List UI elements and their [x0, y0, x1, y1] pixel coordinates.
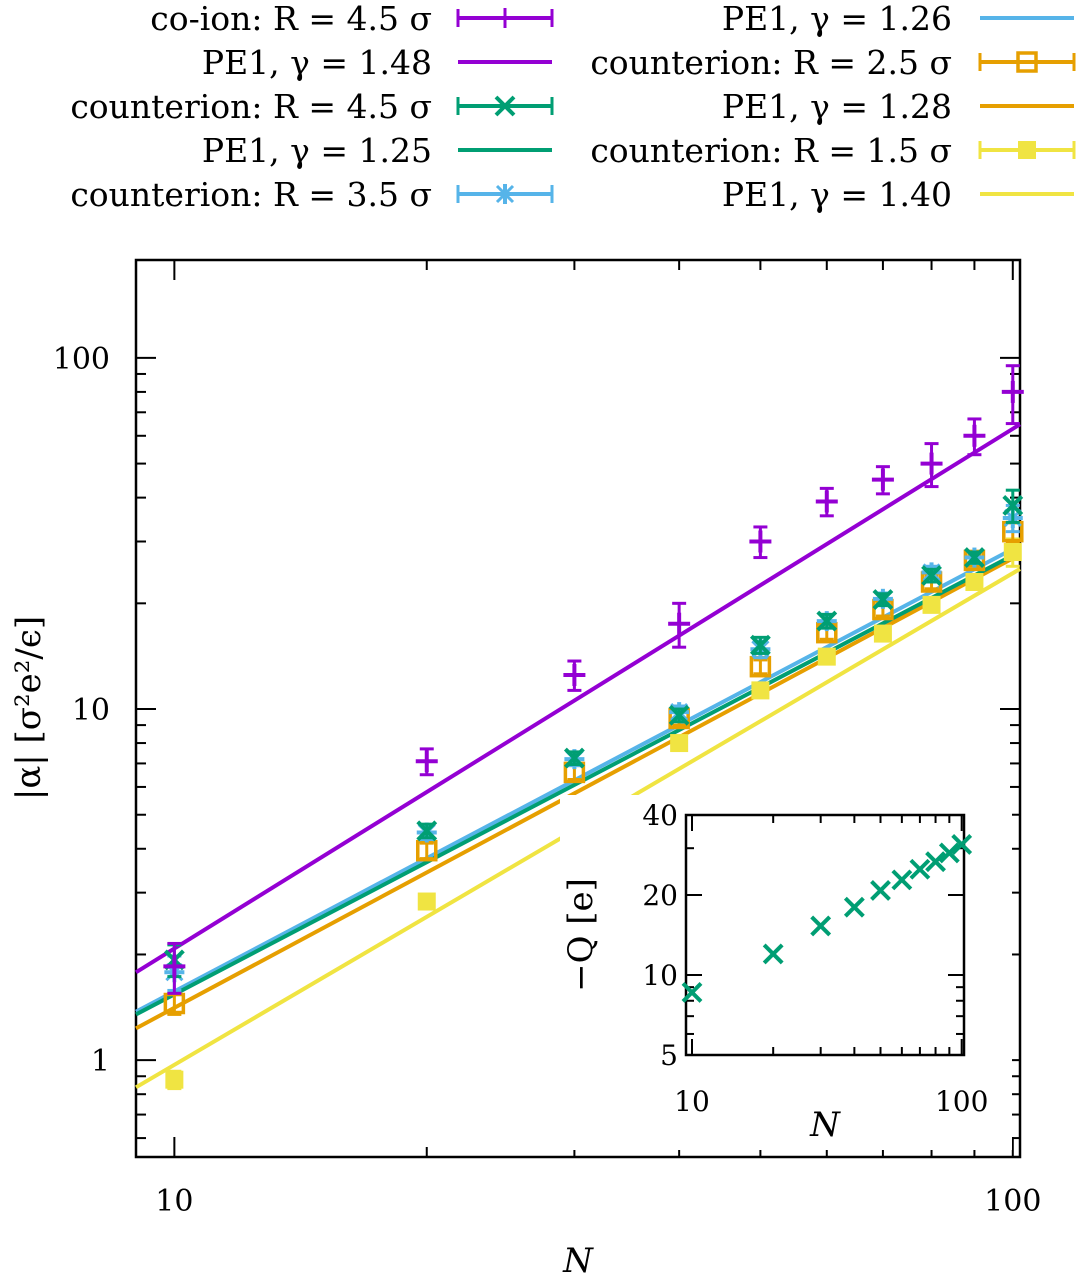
data-point: [921, 565, 942, 586]
inset-data-point: [938, 842, 960, 864]
legend-entry: PE1, γ = 1.40: [722, 175, 1074, 214]
legend-label: co-ion: R = 4.5 σ: [150, 0, 432, 38]
inset-y-tick-label: 10: [642, 959, 678, 992]
legend: co-ion: R = 4.5 σ PE1, γ = 1.48 counterion…: [70, 0, 1076, 214]
legend-marker: [495, 184, 515, 204]
data-point: [1003, 543, 1022, 562]
inset-y-tick-label: 5: [660, 1039, 678, 1072]
data-point: [815, 490, 838, 513]
legend-label: counterion: R = 3.5 σ: [70, 175, 432, 214]
legend-label: PE1, γ = 1.26: [722, 0, 952, 38]
main-y-axis-label: |α| [σ²e²/ϵ]: [9, 616, 49, 800]
data-point: [1002, 495, 1024, 516]
data-point: [668, 704, 690, 726]
inset-data-points: [681, 834, 973, 1003]
inset-data-point: [843, 896, 865, 918]
data-point: [920, 452, 943, 475]
data-point: [416, 820, 438, 842]
legend-entry: PE1, γ = 1.26: [722, 0, 1074, 38]
inset-data-point: [870, 880, 891, 901]
data-point: [963, 424, 986, 447]
inset-data-point: [810, 915, 832, 937]
legend-marker: [494, 95, 516, 117]
data-point: [872, 589, 894, 610]
legend-entry: counterion: R = 4.5 σ: [70, 87, 554, 126]
inset-data-point: [951, 834, 973, 855]
data-point: [563, 747, 585, 769]
legend-marker: [1016, 51, 1038, 73]
data-point: [751, 681, 770, 700]
data-point: [816, 610, 838, 632]
data-point: [817, 647, 836, 666]
inset-data-point: [891, 869, 913, 891]
series-points: [163, 364, 1024, 995]
legend-label: counterion: R = 1.5 σ: [590, 131, 952, 170]
main-axis-ticks: 10 100 1 10 100: [53, 260, 1041, 1219]
x-tick-label: 100: [984, 1184, 1041, 1219]
legend-label: counterion: R = 2.5 σ: [590, 43, 952, 82]
y-tick-label: 10: [72, 693, 110, 728]
data-point: [922, 595, 941, 614]
inset-data-point: [925, 851, 946, 873]
series-points: [165, 537, 1022, 1091]
legend-label: PE1, γ = 1.25: [202, 131, 432, 170]
data-point: [873, 624, 892, 643]
inset-data-point: [762, 943, 784, 965]
legend-label: PE1, γ = 1.40: [722, 175, 952, 214]
data-point: [749, 530, 772, 553]
data-point: [670, 734, 689, 753]
inset-data-point: [909, 858, 931, 880]
legend-entry: co-ion: R = 4.5 σ: [150, 0, 554, 38]
legend-entry: counterion: R = 3.5 σ: [70, 175, 554, 214]
data-point: [163, 955, 186, 978]
legend-marker: [1018, 141, 1036, 159]
x-tick-label: 10: [155, 1184, 193, 1219]
legend-entry: counterion: R = 1.5 σ: [590, 131, 1076, 170]
data-point: [964, 547, 985, 568]
legend-label: PE1, γ = 1.48: [202, 43, 432, 82]
main-data-points: [163, 364, 1024, 1091]
inset-x-tick-label: 100: [935, 1085, 988, 1118]
legend-label: counterion: R = 4.5 σ: [70, 87, 432, 126]
y-tick-label: 100: [53, 342, 110, 377]
inset-y-tick-label: 40: [642, 799, 678, 832]
legend-entry: PE1, γ = 1.28: [722, 87, 1074, 126]
legend-entry: PE1, γ = 1.25: [202, 131, 552, 170]
data-point: [563, 664, 586, 687]
inset-axis-ticks: 10 100 5 10 20 40: [642, 799, 988, 1118]
inset-plot-frame: [684, 813, 966, 1057]
fit-line: [134, 422, 1022, 974]
fit-line: [135, 552, 1021, 1031]
data-point: [668, 612, 691, 635]
legend-label: PE1, γ = 1.28: [722, 87, 952, 126]
legend-entry: counterion: R = 2.5 σ: [590, 43, 1076, 82]
main-x-axis-label: N: [562, 1241, 594, 1280]
inset-y-tick-label: 20: [642, 879, 678, 912]
legend-entry: PE1, γ = 1.48: [202, 43, 552, 82]
inset-data-point: [681, 981, 703, 1003]
inset-x-tick-label: 10: [674, 1085, 710, 1118]
inset-plot-background: [560, 795, 1012, 1150]
inset-y-axis-label: −Q [e]: [561, 878, 601, 992]
inset-plot: 10 100 5 10 20 40 N −Q [e]: [560, 795, 1012, 1150]
data-point: [417, 892, 436, 911]
data-point: [871, 468, 894, 491]
y-tick-label: 1: [91, 1044, 110, 1079]
data-point: [165, 1070, 184, 1089]
data-point: [749, 634, 771, 656]
data-point: [965, 573, 984, 592]
data-point: [1001, 380, 1024, 403]
data-point: [415, 750, 438, 773]
inset-x-axis-label: N: [809, 1105, 841, 1145]
